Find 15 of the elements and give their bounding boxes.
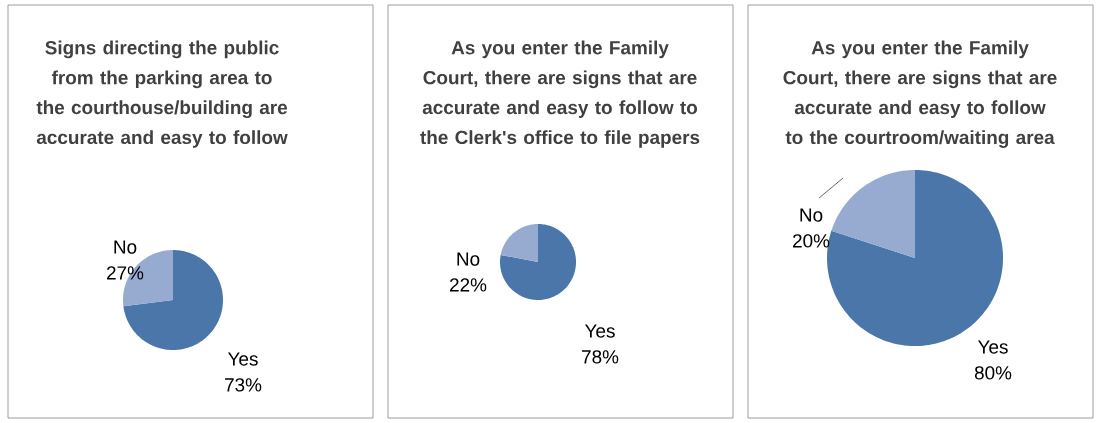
slice-label: No (457, 252, 480, 266)
chart-title: As you enter the Family Court, there are signs that are accurate and easy to follow to the Clerk's office to file papers (420, 40, 700, 148)
data-label: 20% (793, 234, 830, 248)
data-label: 80% (974, 366, 1012, 380)
slice-label: Yes (978, 340, 1008, 354)
data-label: 27% (107, 266, 144, 280)
data-label: 22% (450, 278, 487, 292)
slice-label: No (800, 208, 823, 222)
chart-title: Signs directing the public from the parking area to the courthouse/building are accurate and easy to follow (36, 40, 288, 148)
slice-label: No (114, 240, 137, 254)
data-label: 73% (225, 378, 262, 392)
data-label: 78% (582, 350, 619, 364)
slice-label: Yes (227, 352, 258, 366)
slice-label: Yes (584, 324, 615, 338)
chart-title: As you enter the Family Court, there are signs that are accurate and easy to follow to the courtroom/waiting area (783, 40, 1057, 148)
